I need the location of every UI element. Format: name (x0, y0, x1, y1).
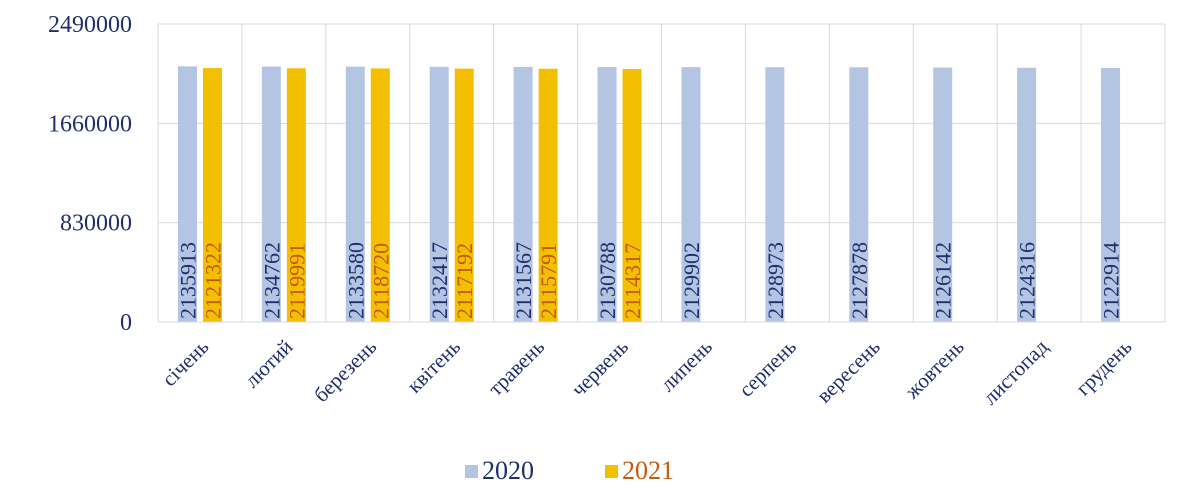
y-tick-label: 0 (120, 310, 132, 336)
bar-2020 (849, 67, 869, 323)
bar-2020 (597, 66, 617, 323)
data-label: 2122914 (1099, 242, 1124, 319)
x-tick-label: березень (309, 335, 381, 407)
x-tick-label: лютий (240, 335, 298, 393)
bar-2020 (1101, 67, 1121, 323)
bar-2020 (1017, 67, 1037, 322)
x-tick-label: червень (566, 335, 633, 402)
x-tick-label: січень (157, 335, 213, 391)
data-label: 2129902 (679, 242, 704, 319)
data-label: 2121322 (200, 242, 225, 319)
data-labels: 2135913 2121322 2134762 2119991 2133580 21187… (175, 242, 1123, 319)
data-label: 2118720 (368, 243, 393, 319)
bar-2020 (681, 67, 701, 322)
data-label: 2114317 (620, 243, 645, 319)
x-tick-label: жовтень (899, 335, 968, 404)
bar-2020 (765, 67, 785, 322)
data-label: 2119991 (284, 243, 309, 319)
bar-2020 (513, 66, 533, 323)
grid-lines (157, 23, 1166, 323)
data-label: 2124316 (1015, 242, 1040, 319)
data-label: 2127878 (847, 242, 872, 319)
bar-2021 (370, 68, 390, 322)
data-label: 2117192 (452, 243, 477, 319)
x-tick-label: грудень (1071, 335, 1137, 401)
legend-swatch-2020 (465, 465, 478, 478)
data-label: 2133580 (343, 242, 368, 319)
y-tick-label: 1660000 (48, 111, 132, 137)
x-tick-label: вересень (812, 335, 885, 408)
data-label: 2130788 (595, 242, 620, 319)
x-tick-label: квітень (402, 335, 465, 398)
data-label: 2135913 (175, 242, 200, 319)
data-label: 2131567 (511, 242, 536, 319)
legend-label-2021: 2021 (622, 456, 674, 485)
x-tick-label: липень (655, 335, 717, 397)
legend: 2020 2021 (465, 456, 674, 485)
bar-2020 (933, 67, 953, 323)
data-label: 2128973 (763, 242, 788, 319)
bar-2020 (429, 66, 449, 322)
bar-2020 (345, 66, 365, 322)
data-label: 2134762 (259, 242, 284, 319)
bars (177, 66, 1121, 323)
legend-label-2020: 2020 (482, 456, 534, 485)
bar-2021 (202, 68, 222, 322)
bar-2021 (622, 68, 642, 322)
legend-swatch-2021 (605, 465, 618, 478)
bar-2021 (286, 68, 306, 323)
bar-2021 (538, 68, 558, 322)
y-tick-label: 2490000 (48, 12, 132, 38)
bar-2020 (177, 66, 197, 322)
y-tick-label: 830000 (60, 211, 132, 237)
data-label: 2132417 (427, 242, 452, 319)
data-label: 2126142 (931, 242, 956, 319)
bar-2020 (261, 66, 281, 322)
x-tick-label: травень (483, 335, 549, 401)
bar-2021 (454, 68, 474, 322)
x-tick-label: листопад (978, 334, 1053, 409)
data-label: 2115791 (536, 243, 561, 319)
x-tick-label: серпень (734, 335, 801, 402)
